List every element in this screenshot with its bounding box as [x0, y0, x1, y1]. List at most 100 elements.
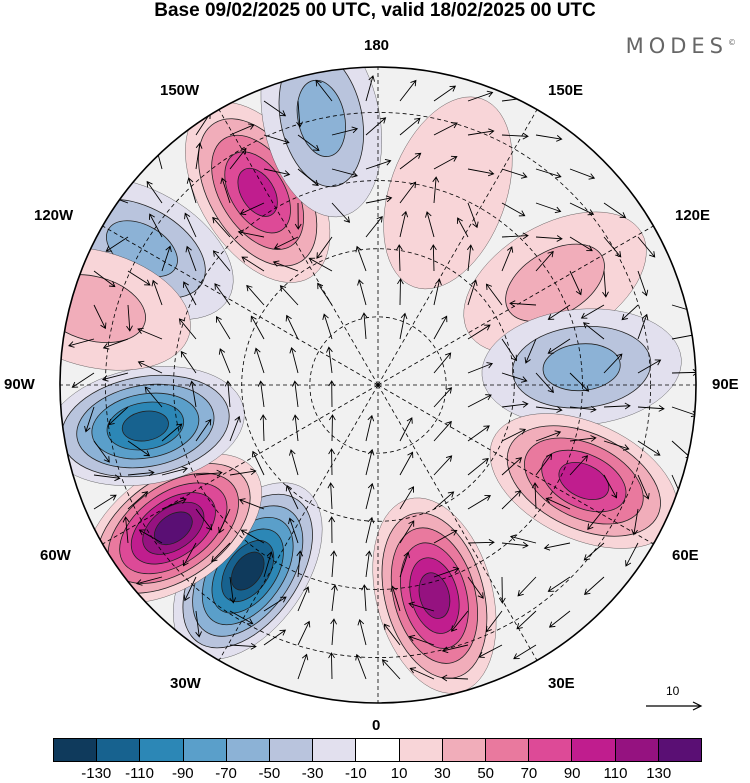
wind-vector-arrow: [285, 484, 299, 510]
wind-vector-arrow: [509, 534, 537, 544]
colorbar-tick-label: -90: [171, 765, 194, 782]
wind-vector-arrow: [603, 202, 627, 219]
anomaly-contour: [418, 572, 451, 619]
meridian-line: [102, 384, 379, 545]
wind-vector-arrow: [637, 405, 665, 412]
wind-vector-arrow: [102, 338, 129, 350]
wind-vector-arrow: [195, 610, 202, 638]
wind-vector-arrow: [331, 168, 358, 178]
map-border: [59, 66, 697, 704]
wind-vector-arrow: [381, 659, 401, 680]
wind-vector-arrow: [180, 350, 197, 374]
wind-vector-arrow: [535, 250, 554, 272]
wind-vector-arrow: [330, 618, 337, 646]
wind-vector-arrow: [501, 168, 528, 179]
lon-label-180: 180: [364, 37, 390, 54]
wind-vector-arrow: [501, 132, 529, 140]
wind-vector-arrow: [127, 469, 155, 477]
vector-scale-value: 10: [666, 684, 680, 698]
wind-vector-arrow: [433, 278, 442, 306]
wind-vector-arrow: [279, 285, 299, 306]
wind-vector-arrow: [433, 122, 458, 136]
wind-vector-arrow: [218, 348, 231, 374]
wind-vector-arrow: [229, 468, 257, 476]
wind-vector-arrow: [517, 576, 537, 597]
wind-vector-arrow: [569, 372, 590, 392]
vector-scale-arrow-icon: [646, 701, 703, 711]
wind-vector-arrow: [297, 134, 320, 151]
wind-vector-arrow: [161, 497, 187, 510]
wind-vector-arrow: [637, 359, 662, 374]
wind-vector-arrow: [535, 406, 563, 413]
wind-vector-arrow: [456, 217, 469, 238]
wind-vector-arrow: [93, 270, 116, 288]
wind-vector-arrow: [409, 667, 435, 680]
wind-vector-arrow: [331, 584, 338, 612]
meridian-line: [377, 109, 538, 386]
wind-vector-arrow: [535, 430, 562, 442]
wind-vector-arrow: [330, 550, 338, 578]
wind-vector-arrow: [485, 610, 503, 633]
wind-vector-arrow: [451, 610, 469, 632]
wind-vector-arrow: [126, 304, 133, 332]
wind-vector-arrow: [467, 202, 479, 229]
wind-vector-arrow: [637, 440, 661, 456]
lon-label-150w: 150W: [160, 82, 200, 99]
wind-vector-arrow: [189, 380, 197, 408]
wind-vector-arrow: [328, 652, 335, 680]
wind-vector-arrow: [467, 495, 492, 510]
wind-vector-arrow: [399, 520, 415, 544]
wind-vector-arrow: [501, 372, 528, 383]
wind-vector-arrow: [365, 550, 373, 578]
wind-vector-arrow: [161, 466, 188, 476]
wind-vector-arrow: [195, 142, 203, 170]
wind-vector-arrow: [365, 448, 375, 476]
lon-label-60e: 60E: [672, 547, 699, 564]
wind-vector-arrow: [328, 448, 336, 476]
colorbar-swatch: [572, 739, 616, 761]
colorbar-tick-label: 130: [646, 765, 672, 782]
wind-vector-arrow: [296, 100, 303, 128]
wind-vector-arrow: [433, 352, 452, 374]
wind-vector-arrow: [212, 250, 231, 272]
colorbar-swatch: [442, 739, 487, 761]
wind-vector-arrow: [631, 508, 639, 536]
wind-vector-arrow: [246, 284, 265, 306]
wind-vector-arrow: [263, 168, 291, 177]
wind-vector-arrow: [240, 529, 265, 544]
wind-vector-arrow: [195, 469, 223, 477]
wind-vector-arrow: [297, 653, 309, 680]
map-disc: [60, 67, 696, 703]
colorbar-swatch: [399, 739, 443, 761]
wind-vector-arrow: [535, 235, 563, 242]
colorbar-tick-label: -30: [301, 765, 324, 782]
wind-vector-arrow: [328, 414, 336, 442]
wind-vector-arrow: [365, 516, 375, 544]
colorbar-swatch: [270, 739, 314, 761]
wind-vector-arrow: [433, 387, 453, 408]
wind-vector-arrow: [441, 674, 469, 682]
anomaly-contour: [230, 551, 265, 591]
colorbar-swatch: [313, 739, 357, 761]
colorbar-tick-label: 30: [434, 765, 451, 782]
wind-vector-arrow: [535, 372, 554, 393]
lon-label-120w: 120W: [34, 207, 74, 224]
wind-vector-arrow: [289, 346, 299, 374]
wind-vector-arrow: [580, 304, 605, 319]
wind-vector-arrow: [272, 260, 299, 272]
wind-vector-arrow: [259, 414, 267, 442]
wind-vector-arrow: [365, 159, 392, 170]
wind-vector-arrow: [535, 134, 563, 142]
vector-scale: 10: [644, 684, 704, 714]
wind-vector-arrow: [569, 435, 597, 442]
anomaly-contour: [383, 96, 513, 290]
wind-vector-arrow: [637, 313, 649, 340]
wind-vector-arrow: [229, 576, 237, 604]
colorbar-tick-label: 10: [390, 765, 408, 782]
wind-vectors: [68, 75, 696, 682]
wind-vector-arrow: [211, 542, 231, 563]
wind-vector-arrow: [229, 642, 257, 650]
anomaly-contour: [237, 167, 278, 217]
wind-vector-arrow: [308, 257, 333, 272]
